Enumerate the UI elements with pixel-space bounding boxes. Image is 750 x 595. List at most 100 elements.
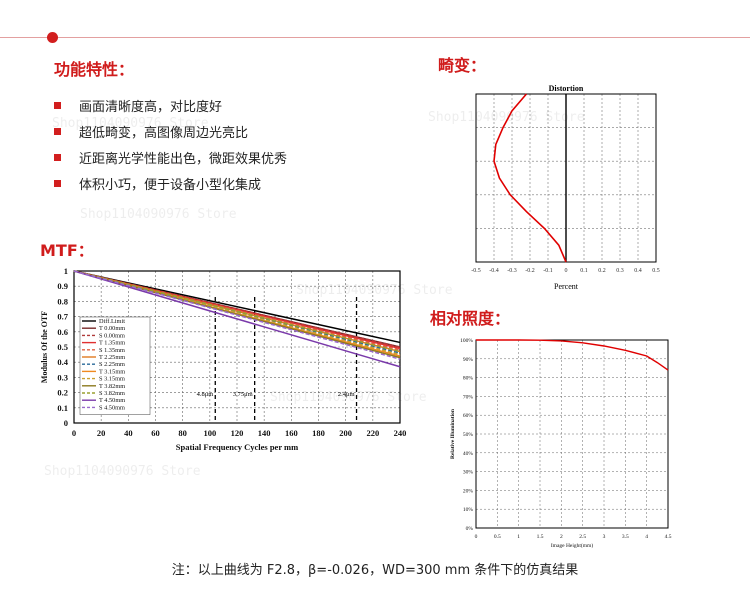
annotation-label: 3.75μm	[233, 391, 253, 398]
x-tick-label: 0	[72, 428, 76, 438]
feature-list: 画面清晰度高，对比度好 超低畸变，高图像周边光亮比 近距离光学性能出色，微距效果…	[54, 92, 287, 196]
x-tick-label: 0	[475, 534, 478, 540]
y-tick-label: 10%	[463, 507, 474, 513]
x-tick-label: 2.5	[579, 534, 586, 540]
y-tick-label: 20%	[463, 488, 474, 494]
y-tick-label: 90%	[463, 357, 474, 363]
x-tick-label: -0.1	[543, 268, 553, 274]
y-tick-label: 0.3	[57, 372, 68, 382]
mtf-heading: MTF：	[40, 241, 94, 260]
x-axis-label: Percent	[554, 282, 579, 291]
x-tick-label: 180	[312, 428, 325, 438]
y-tick-label: 0.2	[57, 388, 68, 398]
chart-title: Distortion	[549, 84, 584, 93]
illumination-chart: 0 0.5 1 1.5 2 2.5 3 3.5 4 4.5 0% 10% 20% 30% 40% 50% 60%…	[444, 328, 688, 554]
watermark-text: Shop1104090976 Store	[52, 116, 209, 131]
distortion-heading: 畸变：	[438, 56, 487, 75]
y-axis-label: Relative Illumination	[450, 409, 456, 459]
x-tick-label: 2	[560, 534, 563, 540]
x-tick-label: 220	[366, 428, 379, 438]
watermark-text: Shop1104090976 Store	[428, 110, 585, 125]
annotation-label: 2.4μm	[338, 391, 355, 398]
bullet-icon	[54, 153, 61, 161]
x-tick-label: 4.5	[665, 534, 672, 540]
x-tick-label: 0.5	[494, 534, 501, 540]
watermark-text: Shop1104090976 Store	[44, 464, 201, 479]
x-axis-label: Spatial Frequency Cycles per mm	[176, 442, 298, 452]
feature-text: 超低畸变，高图像周边光亮比	[79, 125, 249, 141]
x-tick-label: 0	[565, 268, 568, 274]
x-tick-label: 0.2	[598, 268, 606, 274]
y-tick-label: 40%	[463, 451, 474, 457]
x-tick-label: 0.1	[580, 268, 588, 274]
x-tick-label: 100	[203, 428, 216, 438]
top-divider	[0, 37, 750, 38]
watermark-text: Shop1104090976 Store	[80, 207, 237, 222]
y-tick-label: 0.4	[57, 357, 68, 367]
feature-item: 近距离光学性能出色，微距效果优秀	[54, 144, 287, 170]
bullet-icon	[54, 179, 61, 187]
legend-label: S 3.82mm	[99, 390, 125, 397]
features-heading: 功能特性：	[54, 60, 135, 79]
legend-label: Diff.Limit	[99, 318, 125, 325]
y-tick-label: 100%	[460, 338, 473, 344]
illumination-svg: 0 0.5 1 1.5 2 2.5 3 3.5 4 4.5 0% 10% 20% 30% 40% 50% 60%…	[444, 328, 688, 554]
x-tick-label: 20	[97, 428, 106, 438]
plot-frame	[475, 339, 669, 529]
y-tick-label: 0	[64, 418, 68, 428]
bullet-icon	[54, 127, 61, 135]
x-tick-label: -0.5	[471, 268, 481, 274]
legend-label: S 4.50mm	[99, 404, 125, 411]
chart-background	[444, 328, 688, 554]
y-tick-label: 0.8	[57, 296, 68, 306]
y-tick-label: 0%	[466, 526, 474, 532]
annotation-label: 4.8μm	[197, 391, 214, 398]
legend-label: S 1.35mm	[99, 347, 125, 354]
y-axis-label: Modulus Of the OTF	[40, 311, 49, 383]
y-tick-label: 0.6	[57, 327, 68, 337]
feature-item: 画面清晰度高，对比度好	[54, 92, 287, 118]
watermark-text: Shop1104090976 Store	[270, 390, 427, 405]
accent-dot	[47, 32, 58, 43]
y-tick-label: 0.5	[57, 342, 68, 352]
legend-box	[79, 316, 151, 415]
footnote: 注：以上曲线为 F2.8，β=-0.026，WD=300 mm 条件下的仿真结果	[171, 563, 579, 578]
x-tick-label: 3.5	[622, 534, 629, 540]
legend-label: T 2.25mm	[99, 354, 125, 361]
mtf-series-line	[73, 270, 401, 353]
legend-label: T 4.50mm	[99, 397, 125, 404]
x-tick-label: -0.4	[489, 268, 499, 274]
legend-label: T 0.00mm	[99, 325, 125, 332]
feature-text: 画面清晰度高，对比度好	[79, 99, 223, 115]
y-tick-label: 80%	[463, 376, 474, 382]
feature-text: 体积小巧，便于设备小型化集成	[79, 177, 262, 193]
mtf-chart: 0 20 40 60 80 100 120 140 160 180 200 220 240 0 0.1 0.2…	[38, 262, 410, 454]
x-tick-label: 120	[231, 428, 244, 438]
legend-label: T 1.35mm	[99, 340, 125, 347]
legend-label: T 3.15mm	[99, 368, 125, 375]
legend-label: S 0.00mm	[99, 332, 125, 339]
distortion-svg: Distortion -0.5 -0.4 -0.3 -0.2 -0.1 0 0.1 0.2 0.3…	[466, 82, 666, 296]
x-tick-label: 200	[339, 428, 352, 438]
x-tick-label: 0.5	[652, 268, 660, 274]
x-tick-label: 1.5	[537, 534, 544, 540]
y-tick-label: 70%	[463, 394, 474, 400]
distortion-chart: Distortion -0.5 -0.4 -0.3 -0.2 -0.1 0 0.1 0.2 0.3…	[466, 82, 666, 296]
y-tick-label: 30%	[463, 470, 474, 476]
mtf-series-line	[73, 270, 401, 368]
x-axis-label: Image Height(mm)	[551, 542, 593, 549]
y-tick-label: 0.7	[57, 312, 68, 322]
mtf-svg: 0 20 40 60 80 100 120 140 160 180 200 220 240 0 0.1 0.2…	[38, 262, 410, 454]
x-tick-label: 0.3	[616, 268, 624, 274]
feature-item: 超低畸变，高图像周边光亮比	[54, 118, 287, 144]
distortion-curve	[493, 93, 567, 263]
y-tick-label: 60%	[463, 413, 474, 419]
feature-item: 体积小巧，便于设备小型化集成	[54, 170, 287, 196]
illumination-curve	[476, 339, 669, 371]
x-tick-label: -0.3	[507, 268, 517, 274]
y-tick-label: 0.9	[57, 281, 68, 291]
legend-label: T 3.82mm	[99, 383, 125, 390]
x-tick-label: 80	[178, 428, 187, 438]
x-tick-label: 40	[124, 428, 133, 438]
y-tick-label: 0.1	[57, 403, 68, 413]
